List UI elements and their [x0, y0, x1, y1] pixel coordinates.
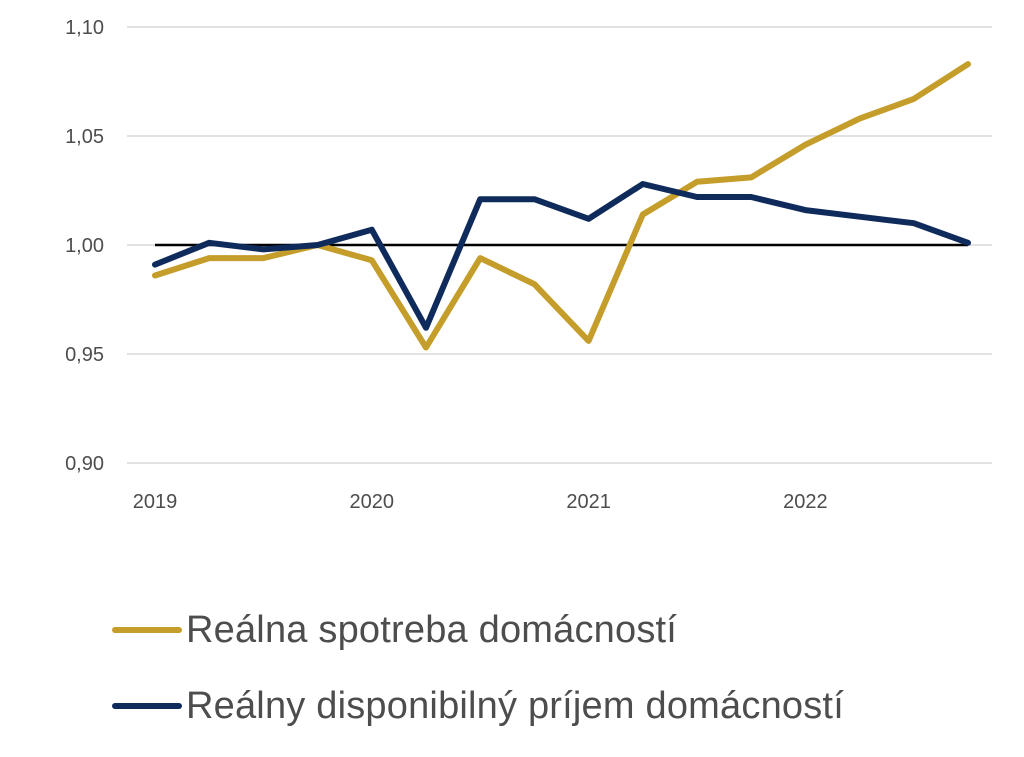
x-axis-tick-labels: 2019 2020 2021 2022 [133, 491, 828, 513]
series-line-income [152, 181, 971, 331]
legend-label-consumption: Reálna spotreba domácností [186, 608, 678, 651]
x-tick-label: 2019 [133, 491, 178, 513]
legend-label-income: Reálny disponibilný príjem domácností [186, 684, 844, 727]
legend-swatch-income [112, 703, 182, 709]
series-lines [152, 61, 971, 351]
series-line-consumption [152, 61, 971, 351]
legend-item-consumption: Reálna spotreba domácností [112, 600, 844, 660]
x-tick-label: 2020 [350, 491, 395, 513]
x-tick-label: 2022 [783, 491, 828, 513]
x-tick-label: 2021 [566, 491, 611, 513]
legend-item-income: Reálny disponibilný príjem domácností [112, 676, 844, 736]
y-tick-label: 0,95 [65, 344, 104, 366]
legend: Reálna spotreba domácností Reálny dispon… [112, 600, 844, 752]
y-tick-label: 1,10 [65, 17, 104, 39]
legend-swatch-consumption [112, 627, 182, 633]
line-chart: 0,90 0,95 1,00 1,05 1,10 2019 2020 2021 2022 [65, 17, 992, 513]
y-tick-label: 0,90 [65, 453, 104, 475]
y-tick-label: 1,00 [65, 235, 104, 257]
y-tick-label: 1,05 [65, 126, 104, 148]
y-axis-tick-labels: 0,90 0,95 1,00 1,05 1,10 [65, 17, 104, 475]
